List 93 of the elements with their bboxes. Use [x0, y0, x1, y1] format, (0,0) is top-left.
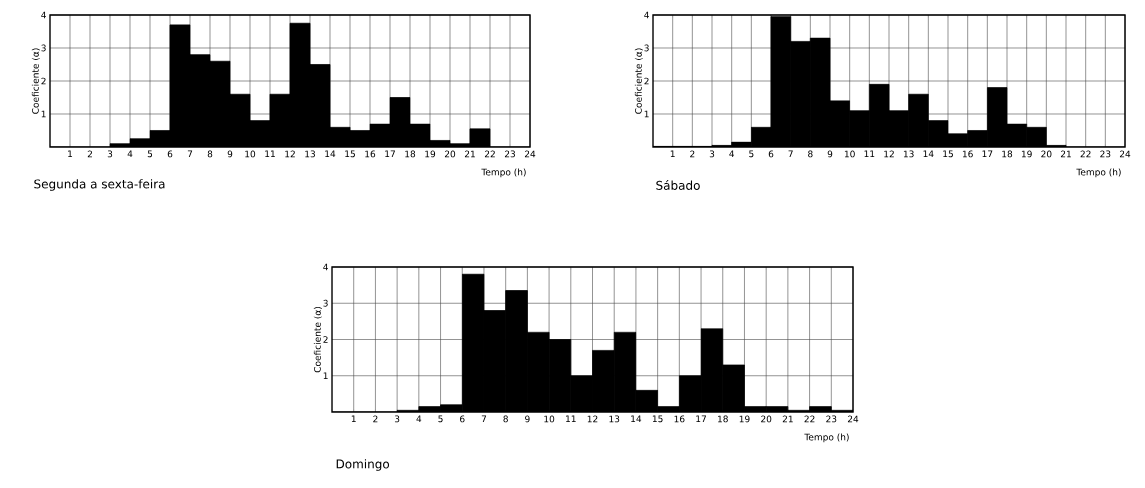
x-tick-label: 20: [761, 415, 772, 423]
y-tick-label: 1: [41, 110, 46, 118]
x-tick-label: 13: [609, 415, 620, 423]
x-tick-label: 11: [566, 415, 576, 423]
x-tick-label: 20: [1041, 150, 1052, 158]
x-tick-label: 16: [365, 150, 376, 158]
x-tick-label: 23: [504, 150, 516, 158]
x-tick-label: 12: [884, 150, 894, 158]
x-tick-label: 10: [544, 415, 555, 423]
text: Segunda a sexta-feira: [34, 179, 165, 191]
x-tick-label: 8: [808, 150, 813, 158]
x-tick-label: 3: [107, 150, 113, 158]
x-tick-label: 16: [674, 415, 685, 423]
x-tick-label: 6: [167, 150, 173, 158]
y-tick-label: 3: [644, 44, 649, 52]
x-tick-label: 23: [826, 415, 837, 423]
x-tick-label: 21: [1060, 150, 1071, 158]
x-tick-label: 6: [460, 415, 465, 423]
x-tick-label: 7: [481, 415, 487, 423]
y-tick-label: 1: [644, 110, 649, 118]
y-tick-label: 4: [644, 11, 649, 19]
x-tick-label: 3: [394, 415, 400, 423]
x-tick-label: 15: [345, 150, 355, 158]
x-tick-label: 18: [1002, 150, 1013, 158]
x-tick-label: 14: [923, 150, 934, 158]
x-tick-label: 1: [68, 150, 73, 158]
x-tick-label: 7: [788, 150, 793, 158]
x-tick-label: 7: [187, 150, 193, 158]
x-tick-label: 15: [943, 150, 953, 158]
x-tick-label: 9: [227, 150, 233, 158]
x-tick-label: 2: [87, 150, 92, 158]
y-tick-label: 2: [644, 77, 649, 85]
x-tick-label: 19: [1021, 150, 1032, 158]
y-tick-label: 2: [323, 336, 328, 343]
text: Domingo: [336, 459, 390, 471]
x-tick-label: 3: [709, 150, 715, 158]
x-tick-label: 8: [207, 150, 213, 158]
x-tick-label: 5: [147, 150, 153, 158]
x-tick-label: 6: [768, 150, 774, 158]
x-tick-label: 19: [425, 150, 436, 158]
x-tick-label: 22: [804, 415, 815, 423]
x-axis-title: Tempo (h): [1076, 168, 1121, 178]
x-tick-label: 4: [416, 415, 422, 423]
x-tick-label: 13: [903, 150, 914, 158]
x-tick-label: 2: [690, 150, 695, 158]
x-tick-label: 1: [351, 415, 356, 423]
x-tick-label: 21: [464, 150, 475, 158]
x-tick-label: 18: [405, 150, 416, 158]
x-tick-label: 24: [524, 150, 536, 158]
x-tick-label: 9: [827, 150, 833, 158]
x-tick-label: 4: [729, 150, 735, 158]
y-tick-label: 4: [41, 11, 46, 19]
y-tick-label: 2: [41, 77, 46, 85]
x-tick-label: 1: [670, 150, 675, 158]
y-axis-title: Coeficiente (α): [634, 48, 643, 114]
x-tick-label: 8: [503, 415, 508, 423]
x-tick-label: 11: [265, 150, 275, 158]
x-tick-label: 20: [444, 150, 456, 158]
x-tick-label: 22: [484, 150, 495, 158]
x-tick-label: 17: [385, 150, 395, 158]
y-axis-title: Coeficiente (α): [313, 307, 322, 373]
x-tick-label: 23: [1100, 150, 1111, 158]
x-tick-label: 15: [652, 415, 663, 423]
x-axis-title: Tempo (h): [804, 433, 849, 443]
x-tick-label: 14: [325, 150, 336, 158]
x-tick-label: 17: [982, 150, 993, 158]
x-tick-label: 5: [749, 150, 754, 158]
x-tick-label: 24: [1119, 150, 1131, 158]
x-tick-label: 13: [305, 150, 316, 158]
x-tick-label: 19: [739, 415, 750, 423]
x-tick-label: 16: [962, 150, 973, 158]
x-tick-label: 4: [127, 150, 133, 158]
x-tick-label: 14: [631, 415, 642, 423]
x-tick-label: 12: [587, 415, 598, 423]
x-tick-label: 10: [844, 150, 855, 158]
x-tick-label: 9: [525, 415, 530, 423]
x-axis-title: Tempo (h): [481, 168, 526, 178]
x-tick-label: 21: [782, 415, 793, 423]
x-tick-label: 12: [285, 150, 295, 158]
x-tick-label: 18: [718, 415, 728, 423]
x-tick-label: 10: [245, 150, 256, 158]
text: Sábado: [656, 180, 700, 190]
y-tick-label: 3: [41, 44, 46, 52]
y-tick-label: 3: [323, 299, 328, 307]
x-tick-label: 22: [1080, 150, 1091, 158]
x-tick-label: 5: [438, 415, 443, 423]
x-tick-label: 24: [847, 415, 859, 423]
y-axis-title: Coeficiente (α): [31, 48, 40, 114]
y-tick-label: 1: [323, 372, 328, 380]
x-tick-label: 17: [696, 415, 706, 423]
x-tick-label: 2: [373, 415, 378, 423]
x-tick-label: 11: [864, 150, 875, 158]
y-tick-label: 4: [323, 263, 328, 271]
